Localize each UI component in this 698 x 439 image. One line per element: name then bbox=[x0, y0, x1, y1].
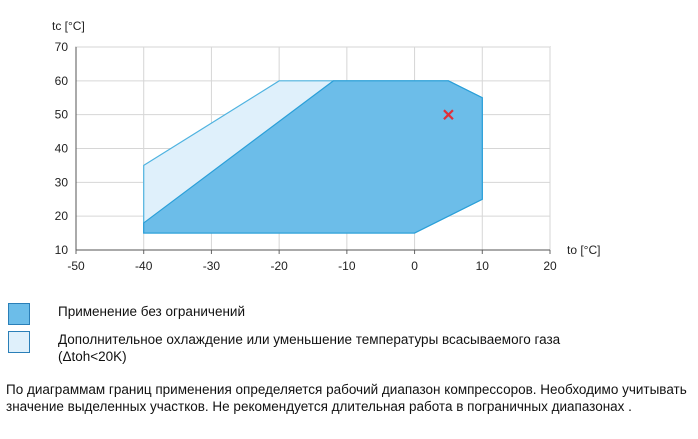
x-tick-label: -40 bbox=[135, 259, 153, 273]
note: По диаграммам границ применения определя… bbox=[6, 382, 687, 414]
x-tick-label: 20 bbox=[543, 259, 557, 273]
chart: tc [°C] to [°C] 10 20 30 40 50 60 70 -50 -40 -30 -… bbox=[52, 19, 600, 273]
y-tick-label: 20 bbox=[55, 209, 69, 223]
legend: Применение без ограничений Дополнительное… bbox=[8, 303, 688, 371]
y-tick-label: 30 bbox=[55, 175, 69, 189]
y-tick-label: 10 bbox=[55, 243, 69, 257]
y-tick-label: 70 bbox=[55, 40, 69, 54]
y-axis-label: tc [°C] bbox=[52, 19, 85, 33]
x-tick-label: -50 bbox=[67, 259, 85, 273]
x-tick-label: -30 bbox=[203, 259, 221, 273]
legend-label: Дополнительное охлаждение или уменьшение… bbox=[58, 332, 561, 364]
operating-point bbox=[443, 109, 454, 120]
legend-swatch bbox=[8, 331, 30, 353]
y-tick-label: 40 bbox=[55, 142, 69, 156]
envelope-area bbox=[143, 80, 483, 234]
y-tick-label: 50 bbox=[55, 108, 69, 122]
x-tick-label: -10 bbox=[338, 259, 356, 273]
x-tick-label: 0 bbox=[411, 259, 418, 273]
x-tick-label: -20 bbox=[270, 259, 288, 273]
y-tick-label: 60 bbox=[55, 74, 69, 88]
x-tick-label: 10 bbox=[476, 259, 490, 273]
x-axis-label: to [°C] bbox=[567, 243, 600, 257]
legend-label: Применение без ограничений bbox=[58, 304, 246, 319]
legend-item: Дополнительное охлаждение или уменьшение… bbox=[8, 331, 688, 365]
legend-swatch bbox=[8, 303, 30, 325]
legend-item: Применение без ограничений bbox=[8, 303, 688, 325]
